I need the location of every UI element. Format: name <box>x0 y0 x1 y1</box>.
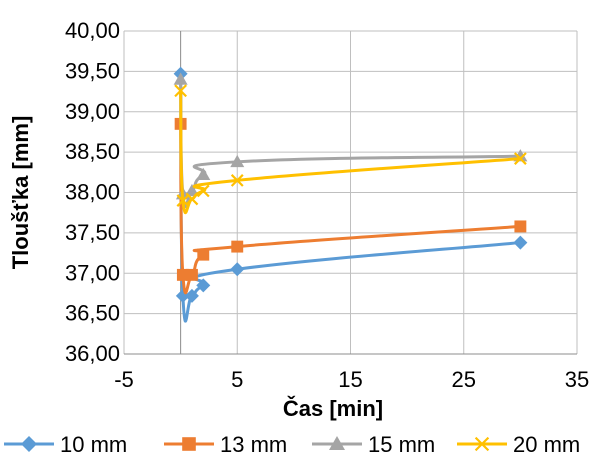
x-tick-label: 15 <box>338 367 362 392</box>
legend-item: 10 mm <box>4 432 127 453</box>
data-point <box>230 262 245 277</box>
data-point <box>196 167 211 180</box>
data-point <box>230 174 244 187</box>
data-point <box>21 436 37 452</box>
y-tick-label: 37,00 <box>65 260 120 285</box>
data-point <box>173 72 188 85</box>
data-point <box>185 192 199 206</box>
legend-label: 20 mm <box>513 432 580 453</box>
data-point <box>329 436 345 450</box>
y-tick-label: 38,50 <box>65 139 120 164</box>
legend-item: 15 mm <box>312 432 435 453</box>
data-point <box>474 436 490 452</box>
y-tick-labels: 36,00 36,50 37,00 37,50 38,00 38,50 39,00 39,50… <box>65 18 120 366</box>
data-point <box>176 268 189 281</box>
y-tick-label: 39,00 <box>65 99 120 124</box>
data-point <box>231 240 244 253</box>
y-tick-label: 40,00 <box>65 18 120 43</box>
y-tick-label: 36,00 <box>65 341 120 366</box>
data-point <box>174 84 188 98</box>
legend-label: 15 mm <box>368 432 435 453</box>
x-axis-label: Čas [min] <box>283 396 383 421</box>
legend-label: 13 mm <box>220 432 287 453</box>
data-point <box>513 152 527 165</box>
x-tick-label: 5 <box>231 367 243 392</box>
data-point <box>230 154 245 168</box>
legend-item: 20 mm <box>457 432 580 453</box>
x-tick-label: 35 <box>565 367 589 392</box>
series-group <box>173 66 528 323</box>
legend: 10 mm 13 mm 15 mm 20 mm <box>4 432 580 453</box>
y-tick-label: 36,50 <box>65 301 120 326</box>
data-point <box>196 184 210 198</box>
data-point <box>196 278 211 293</box>
y-axis-label: Tloušťka [mm] <box>8 116 33 270</box>
x-tick-label: -5 <box>114 367 134 392</box>
y-tick-label: 38,00 <box>65 180 120 205</box>
data-point <box>186 268 198 281</box>
y-tick-label: 39,50 <box>65 58 120 83</box>
x-tick-labels: -5 5 15 25 35 <box>114 367 589 392</box>
data-point <box>184 183 199 197</box>
data-point <box>197 248 210 261</box>
data-point <box>184 288 199 303</box>
data-point <box>182 437 196 451</box>
data-point <box>514 220 527 233</box>
x-tick-label: 25 <box>452 367 476 392</box>
legend-label: 10 mm <box>60 432 127 453</box>
y-tick-label: 37,50 <box>65 220 120 245</box>
data-point <box>513 235 528 250</box>
series-20-mm <box>174 84 527 215</box>
legend-item: 13 mm <box>164 432 287 453</box>
